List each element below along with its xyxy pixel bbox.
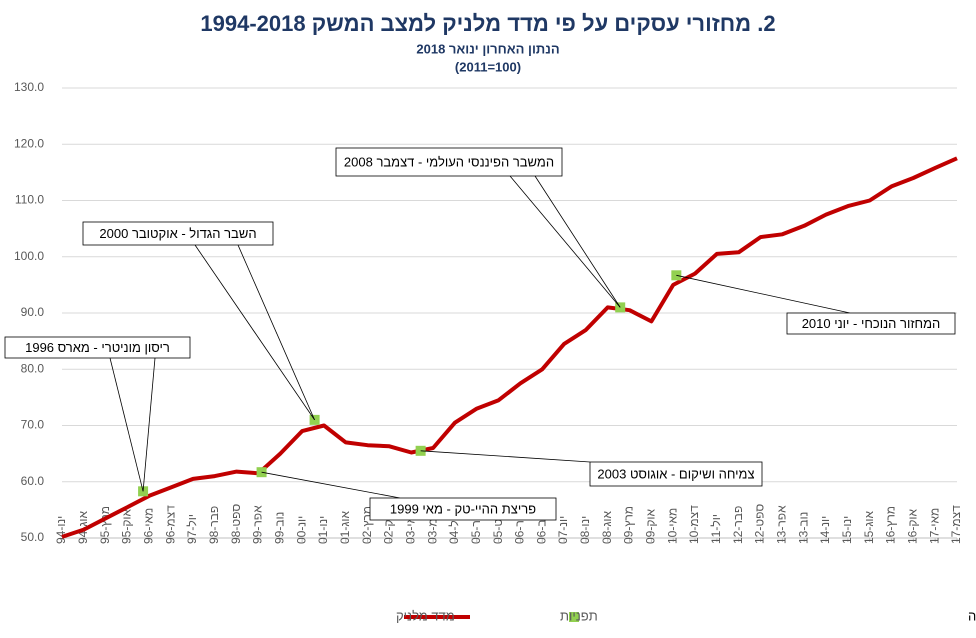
y-tick-label: 80.0 bbox=[21, 361, 45, 375]
x-tick-label: מרץ-09 bbox=[622, 506, 636, 544]
x-tick-label: אוק-16 bbox=[906, 508, 920, 544]
annotation-box bbox=[82, 221, 274, 246]
x-tick-label: ינו-94 bbox=[54, 516, 68, 544]
x-tick-label: יונ-14 bbox=[818, 516, 832, 544]
legend-label: מדד מלניק bbox=[396, 608, 455, 623]
chart-title: 2. מחזורי עסקים על פי מדד מלניק למצב המש… bbox=[200, 11, 775, 36]
x-tick-label: יול-04 bbox=[447, 514, 461, 544]
leader-line bbox=[509, 175, 621, 308]
index-line bbox=[61, 156, 958, 539]
x-tick-label: נוב-99 bbox=[272, 512, 286, 544]
y-tick-label: 100.0 bbox=[14, 249, 44, 263]
x-tick-label: ספט-12 bbox=[753, 504, 767, 544]
x-tick-label: דצמ-10 bbox=[687, 505, 701, 544]
annotation-box bbox=[369, 497, 557, 521]
x-tick-label: אפר-13 bbox=[775, 505, 789, 544]
leader-line bbox=[534, 175, 621, 308]
leader-line bbox=[420, 450, 591, 463]
y-tick-label: 130.0 bbox=[14, 80, 44, 94]
x-tick-label: מאי-17 bbox=[927, 508, 941, 544]
x-tick-label: אוג-94 bbox=[76, 510, 90, 544]
y-tick-label: 120.0 bbox=[14, 136, 44, 150]
leader-line bbox=[261, 471, 401, 499]
legend-label: תפניות bbox=[560, 608, 598, 623]
y-tick-label: 90.0 bbox=[21, 305, 45, 319]
x-tick-label: נוב-13 bbox=[796, 512, 810, 544]
chart-subtitle: (2011=100) bbox=[455, 59, 521, 74]
x-tick-label: דצמ-96 bbox=[163, 505, 177, 544]
x-tick-label: מרץ-16 bbox=[884, 506, 898, 544]
annotation-text: המשבר הפיננסי העולמי - דצמבר 2008 bbox=[344, 154, 554, 169]
x-tick-label: אוק-95 bbox=[120, 508, 134, 544]
legend-swatch bbox=[569, 612, 579, 622]
annotation-box bbox=[335, 147, 563, 177]
x-tick-label: ינו-08 bbox=[578, 516, 592, 544]
annotation-text: המחזור הנוכחי - יוני 2010 bbox=[802, 316, 941, 331]
x-tick-label: מאי-10 bbox=[665, 508, 679, 544]
x-tick-label: אוג-01 bbox=[338, 510, 352, 544]
x-tick-label: ינו-01 bbox=[316, 516, 330, 544]
x-tick-label: ינו-15 bbox=[840, 516, 854, 544]
annotation-text: השבר הגדול - אוקטובר 2000 bbox=[99, 226, 256, 241]
leader-line bbox=[194, 244, 315, 421]
leader-line bbox=[676, 274, 851, 314]
leader-line bbox=[142, 357, 156, 492]
annotation-text: צמיחה ושיקום - אוגוסט 2003 bbox=[597, 466, 754, 481]
x-tick-label: אוק-09 bbox=[644, 508, 658, 544]
x-tick-label: מאי-96 bbox=[141, 508, 155, 544]
y-tick-label: 70.0 bbox=[21, 418, 45, 432]
annotation-text: פריצת ההיי-טק - מאי 1999 bbox=[390, 501, 536, 516]
x-tick-label: פבר-98 bbox=[207, 506, 221, 544]
x-tick-label: ספט-98 bbox=[229, 504, 243, 544]
x-tick-label: יונ-00 bbox=[294, 516, 308, 544]
x-tick-label: פבר-12 bbox=[731, 506, 745, 544]
annotation-box bbox=[589, 461, 763, 487]
footer: פרופ' רפי מלניק, המרכז הבינתחומי הרצליה bbox=[968, 608, 976, 623]
annotation-box bbox=[4, 336, 191, 359]
leader-line bbox=[237, 244, 315, 421]
y-tick-label: 50.0 bbox=[21, 530, 45, 544]
x-tick-label: יול-11 bbox=[709, 514, 723, 544]
x-tick-label: דצמ-17 bbox=[949, 505, 963, 544]
leader-line bbox=[109, 357, 144, 492]
y-tick-label: 110.0 bbox=[15, 193, 44, 207]
x-tick-label: אפר-99 bbox=[251, 505, 265, 544]
y-tick-label: 60.0 bbox=[21, 474, 45, 488]
x-tick-label: יונ-07 bbox=[556, 516, 570, 544]
x-tick-label: אוג-15 bbox=[862, 510, 876, 544]
x-tick-label: מרץ-95 bbox=[98, 506, 112, 544]
x-tick-label: אוג-08 bbox=[600, 510, 614, 544]
x-tick-label: יול-97 bbox=[185, 514, 199, 544]
chart-subtitle: הנתון האחרון ינואר 2018 bbox=[416, 41, 559, 56]
annotation-text: ריסון מוניטרי - מארס 1996 bbox=[25, 340, 170, 355]
annotation-box bbox=[786, 312, 956, 335]
